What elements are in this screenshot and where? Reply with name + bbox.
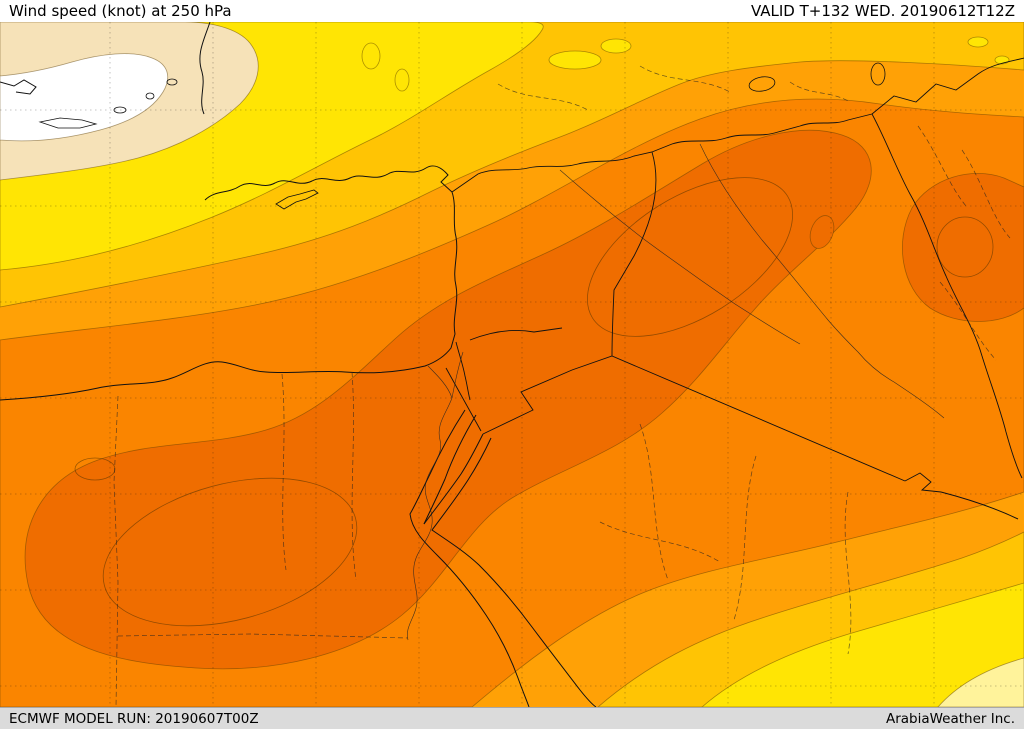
- band-deep-orange-spot: [809, 215, 835, 249]
- credit-label: ArabiaWeather Inc.: [885, 710, 1015, 727]
- map-title: Wind speed (knot) at 250 hPa: [9, 2, 232, 20]
- turkey-northeast-border: [871, 57, 1024, 115]
- lake-urmia: [870, 62, 886, 86]
- aegean-island: [145, 92, 155, 100]
- nile-delta-west-branch: [427, 365, 453, 399]
- iran-iraq-border: [871, 113, 1023, 479]
- aegean-island: [166, 78, 178, 86]
- admin-line: [789, 81, 851, 103]
- band-white-topleft: [0, 53, 169, 142]
- admin-line: [497, 83, 589, 111]
- turkey-syria-iraq-border: [451, 113, 873, 193]
- jordan-syria-border: [469, 327, 563, 341]
- admin-line: [281, 373, 287, 571]
- admin-line: [939, 281, 997, 361]
- lake-van: [748, 76, 776, 92]
- admin-line: [844, 491, 852, 655]
- tigris-river: [699, 143, 859, 353]
- wind-speed-contour-map: [0, 22, 1024, 707]
- kuwait-border: [904, 472, 942, 493]
- national-borders: [445, 57, 1024, 493]
- map-footer: ECMWF MODEL RUN: 20190607T00Z ArabiaWeat…: [0, 707, 1024, 729]
- aegean-coast-fragment: [0, 79, 37, 95]
- israel-egypt-border: [445, 367, 482, 432]
- band-deep-orange-core: [24, 129, 872, 670]
- inner-contour-ring: [102, 477, 358, 627]
- red-sea-east-shore: [431, 437, 597, 707]
- inner-contour-ring: [587, 177, 793, 337]
- admin-line: [733, 455, 757, 621]
- nile-delta-east-branch: [451, 351, 464, 399]
- band-yellow-spot: [394, 68, 410, 92]
- syria-iraq-border: [611, 151, 657, 357]
- coastlines: [0, 22, 1019, 707]
- inner-contour-ring: [936, 216, 994, 278]
- red-sea-west-shore: [409, 409, 530, 707]
- egypt-sudan-boundary: [117, 633, 409, 639]
- band-yellow-spot: [361, 42, 381, 70]
- inner-contour-ring: [74, 457, 116, 481]
- admin-line: [639, 65, 731, 93]
- band-yellow-spot: [548, 50, 602, 70]
- band-deep-orange-east: [901, 173, 1024, 322]
- mediterranean-coast: [0, 165, 458, 401]
- admin-line: [961, 149, 1011, 239]
- admin-boundaries: [113, 65, 1011, 707]
- euphrates-river: [559, 169, 801, 345]
- persian-gulf-coast: [940, 491, 1019, 520]
- admin-line: [351, 371, 357, 581]
- valid-time-label: VALID T+132 WED. 20190612T12Z: [750, 2, 1015, 20]
- admin-line: [639, 423, 669, 581]
- admin-line: [917, 125, 967, 207]
- model-run-label: ECMWF MODEL RUN: 20190607T00Z: [9, 710, 259, 727]
- rivers: [407, 143, 945, 641]
- band-yellow-bottomright: [701, 582, 1024, 707]
- map-header: Wind speed (knot) at 250 hPa VALID T+132…: [0, 0, 1024, 22]
- sinai-east-shore: [423, 433, 484, 525]
- band-yellow-spot: [600, 38, 632, 54]
- jordan-river-dead-sea: [455, 341, 471, 401]
- shatt-al-arab: [857, 351, 945, 419]
- band-yellow-spot: [967, 36, 989, 48]
- cyprus-island: [275, 189, 319, 210]
- map-canvas: [0, 22, 1024, 707]
- turkey-west-coast: [199, 22, 211, 115]
- crete-island: [38, 117, 98, 129]
- contour-bands: [0, 22, 1024, 707]
- nile-river: [407, 397, 453, 641]
- islands-and-lakes: [38, 62, 886, 210]
- graticule: [0, 22, 1024, 707]
- rhodes-island: [113, 106, 127, 114]
- saudi-jordan-iraq-border: [482, 355, 906, 482]
- band-yellow-spot: [994, 55, 1010, 65]
- libya-egypt-boundary: [113, 395, 119, 707]
